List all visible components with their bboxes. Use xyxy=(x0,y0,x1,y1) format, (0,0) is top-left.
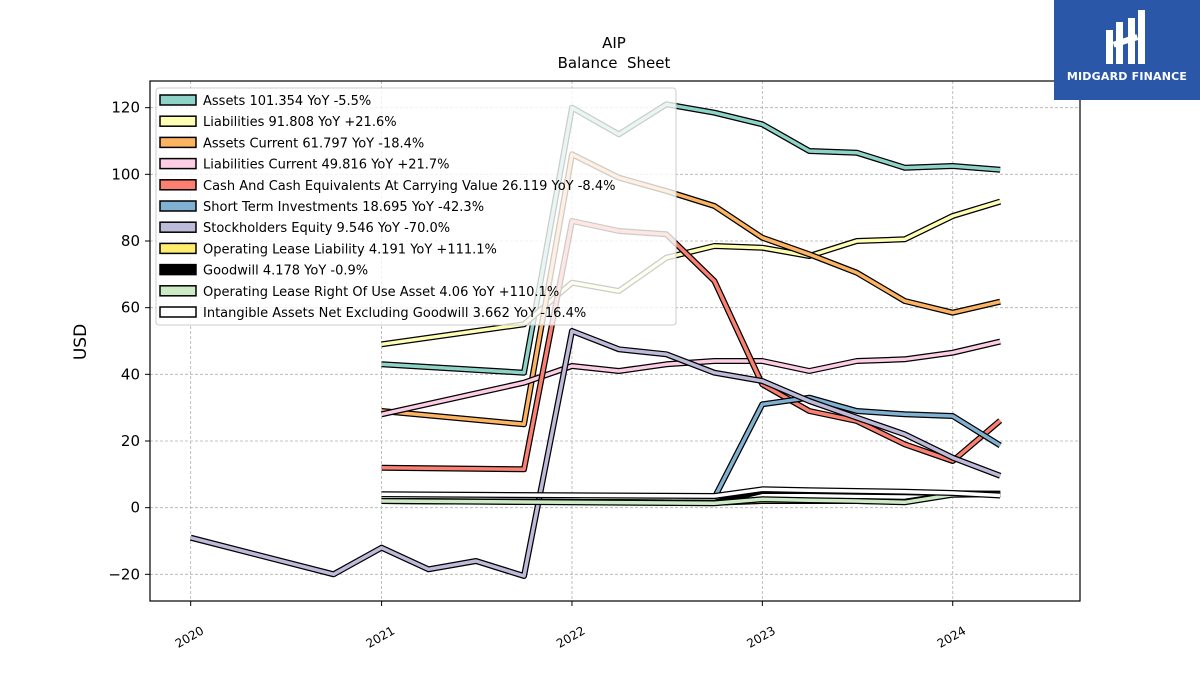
legend-swatch xyxy=(159,242,197,255)
legend-swatch xyxy=(159,221,197,233)
x-tick-label: 2020 xyxy=(173,623,206,650)
y-tick-label: 100 xyxy=(111,165,140,183)
legend-swatch xyxy=(159,285,197,297)
legend-swatch xyxy=(159,136,197,149)
series-stroke xyxy=(381,492,1001,506)
legend-item: Liabilities Current 49.816 YoY +21.7% xyxy=(159,157,450,173)
y-tick-label: 80 xyxy=(121,232,140,250)
legend-swatch xyxy=(159,263,197,276)
legend-item: Short Term Investments 18.695 YoY -42.3% xyxy=(159,200,484,215)
legend-swatch xyxy=(159,94,197,106)
y-tick-label: 0 xyxy=(130,499,140,517)
legend-label: Liabilities Current 49.816 YoY +21.7% xyxy=(203,158,450,173)
legend-item: Goodwill 4.178 YoY -0.9% xyxy=(159,263,368,279)
legend-label: Assets Current 61.797 YoY -18.4% xyxy=(203,136,424,151)
legend-item: Intangible Assets Net Excluding Goodwill… xyxy=(159,306,586,321)
series-stroke xyxy=(712,395,1002,499)
x-tick-label: 2023 xyxy=(744,623,777,650)
legend-swatch xyxy=(159,157,197,170)
x-tick-label: 2021 xyxy=(364,623,397,650)
legend-item: Cash And Cash Equivalents At Carrying Va… xyxy=(159,179,615,194)
legend-label: Assets 101.354 YoY -5.5% xyxy=(203,94,371,109)
y-tick-label: −20 xyxy=(108,565,140,583)
legend-item: Assets Current 61.797 YoY -18.4% xyxy=(159,136,424,151)
legend-label: Operating Lease Right Of Use Asset 4.06 … xyxy=(203,285,559,300)
series-line-9 xyxy=(381,491,1001,507)
logo-text: MIDGARD FINANCE xyxy=(1066,70,1188,83)
chart-title: AIP xyxy=(602,34,626,52)
plot-frame xyxy=(149,80,1081,602)
series-outline xyxy=(380,338,1001,418)
legend-swatch xyxy=(159,306,197,318)
series-line-5 xyxy=(711,394,1002,500)
legend-swatch xyxy=(159,115,197,127)
legend-box xyxy=(155,87,677,326)
series-stroke xyxy=(381,487,1001,498)
logo-mark-icon xyxy=(1106,10,1145,64)
y-tick-label: 60 xyxy=(121,299,140,317)
series-line-6 xyxy=(189,328,1002,579)
legend-item: Liabilities 91.808 YoY +21.6% xyxy=(159,115,397,130)
series-stroke xyxy=(381,339,1001,417)
x-tick-label: 2022 xyxy=(554,623,587,650)
chart-subtitle: Balance Sheet xyxy=(558,54,671,72)
legend-label: Operating Lease Liability 4.191 YoY +111… xyxy=(203,242,497,257)
legend-item: Operating Lease Right Of Use Asset 4.06 … xyxy=(159,285,559,300)
legend-item: Operating Lease Liability 4.191 YoY +111… xyxy=(159,242,497,257)
y-tick-label: 40 xyxy=(121,365,140,383)
legend-label: Stockholders Equity 9.546 YoY -70.0% xyxy=(203,221,450,236)
legend-label: Liabilities 91.808 YoY +21.6% xyxy=(203,115,397,130)
legend-label: Short Term Investments 18.695 YoY -42.3% xyxy=(203,200,484,215)
y-axis-label: USD xyxy=(71,324,91,360)
legend-label: Intangible Assets Net Excluding Goodwill… xyxy=(203,306,586,321)
series-line-3 xyxy=(380,338,1001,418)
midgard-finance-logo: MIDGARD FINANCE xyxy=(1054,0,1200,100)
y-tick-label: 20 xyxy=(121,432,140,450)
series-line-10 xyxy=(381,486,1001,499)
y-tick-label: 120 xyxy=(111,99,140,117)
legend-label: Goodwill 4.178 YoY -0.9% xyxy=(203,264,368,279)
legend-item: Stockholders Equity 9.546 YoY -70.0% xyxy=(159,221,450,236)
legend-swatch xyxy=(159,179,197,191)
legend-label: Cash And Cash Equivalents At Carrying Va… xyxy=(203,179,615,194)
series-stroke xyxy=(190,329,1001,578)
legend-item: Assets 101.354 YoY -5.5% xyxy=(159,94,371,109)
legend-swatch xyxy=(159,200,197,212)
x-tick-label: 2024 xyxy=(935,623,968,650)
legend: Assets 101.354 YoY -5.5% Liabilities 91.8… xyxy=(155,87,677,326)
